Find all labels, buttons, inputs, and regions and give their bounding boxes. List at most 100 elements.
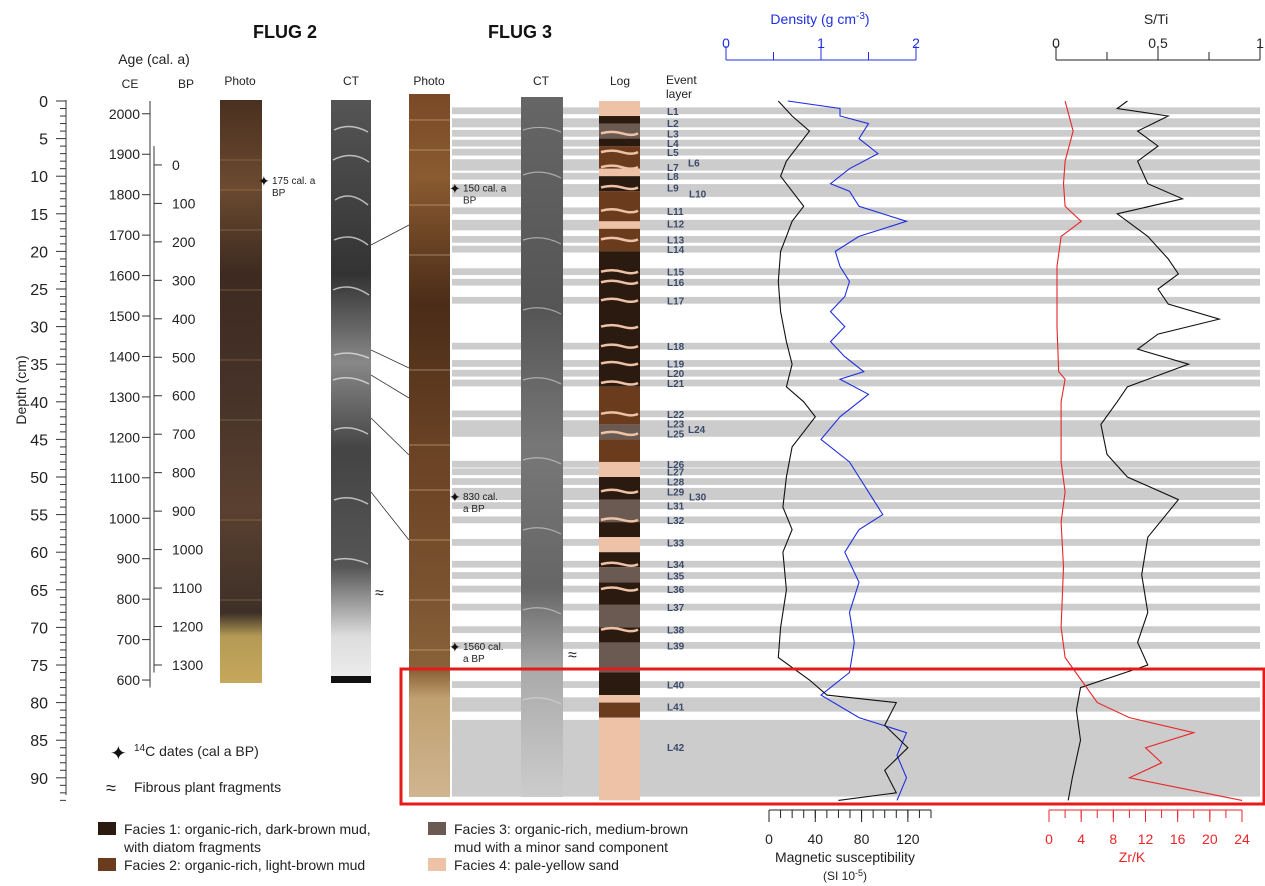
- event-band: [452, 379, 1260, 387]
- event-band: [452, 516, 1260, 524]
- event-band: [452, 159, 1260, 167]
- bp-tick-label: 1300: [172, 657, 203, 673]
- event-band: [452, 681, 1260, 688]
- depth-tick-label: 70: [30, 620, 48, 637]
- data-curves: [777, 100, 1243, 801]
- c14-star: ✦: [258, 173, 270, 189]
- c14-label-line1: 150 cal. a: [463, 183, 507, 194]
- log-segment: [599, 582, 640, 605]
- c14-star: ✦: [449, 180, 461, 196]
- zrk-axis: 0 4 8 12 16 20 24: [1045, 809, 1250, 847]
- event-layer-label: L19: [667, 359, 685, 370]
- event-layer-label: L35: [667, 572, 685, 583]
- c14-date-markers: ✦ 175 cal. aBP ✦ 150 cal. aBP✦ 830 cal.a BP✦…: [258, 173, 507, 665]
- flug2-ct: [331, 100, 371, 683]
- depth-tick-label: 90: [30, 771, 48, 788]
- bp-tick-label: 1000: [172, 542, 203, 558]
- event-band: [452, 148, 1260, 156]
- log-segment: [599, 717, 640, 801]
- facies-label: Facies 2: organic-rich, light-brown mud: [124, 857, 365, 873]
- correlation-lines: [370, 224, 410, 541]
- bp-tick-label: 0: [172, 157, 180, 173]
- event-layer-label: L17: [667, 296, 685, 307]
- depth-tick-label: 65: [30, 583, 48, 600]
- log-sand-streak: [600, 380, 639, 386]
- event-layer-label: L30: [689, 493, 707, 504]
- log-sand-streak: [600, 586, 639, 592]
- ce-tick-label: 1400: [109, 348, 140, 364]
- event-layer-label: L38: [667, 626, 685, 637]
- event-layer-label: L28: [667, 478, 685, 489]
- event-layer-label: L36: [667, 585, 685, 596]
- series-line-density: [787, 100, 909, 801]
- log-segment: [599, 672, 640, 696]
- event-band: [452, 296, 1260, 304]
- log-sand-streak: [600, 236, 639, 243]
- depth-tick-label: 20: [30, 244, 48, 261]
- log-sand-streak: [600, 130, 639, 137]
- event-band: [452, 360, 1260, 367]
- log-segment: [599, 116, 640, 124]
- ce-tick-label: 1500: [109, 308, 140, 324]
- legend: ✦ 14C dates (cal a BP) ≈ Fibrous plant f…: [98, 743, 688, 873]
- event-layer-label: L37: [667, 603, 685, 614]
- series-line-zr-k: [1056, 100, 1243, 801]
- facies-label: Facies 4: pale-yellow sand: [454, 857, 619, 873]
- axis-tick-label: 8: [1109, 831, 1117, 847]
- bp-tick-label: 800: [172, 465, 196, 481]
- bp-tick-label: 500: [172, 349, 196, 365]
- event-band: [452, 487, 1260, 495]
- lithology-log: [599, 101, 640, 801]
- event-band: [452, 626, 1260, 634]
- facies-swatch: [98, 858, 116, 871]
- axis-tick-label: 0: [1045, 831, 1053, 847]
- flug2-ct-label: CT: [343, 74, 360, 88]
- log-sand-streak: [600, 539, 639, 546]
- log-sand-streak: [600, 411, 639, 417]
- axis-tick-label: 4: [1077, 831, 1085, 847]
- bp-tick-label: 200: [172, 234, 196, 250]
- axis-tick-label: 12: [1138, 831, 1154, 847]
- density-axis-label: Density (g cm-3): [770, 11, 869, 27]
- event-band: [452, 460, 1260, 468]
- facies-swatch: [98, 822, 116, 835]
- axis-tick-label: 0: [722, 35, 730, 51]
- event-layer-label: L39: [667, 641, 685, 652]
- event-layer-label: L31: [667, 502, 685, 513]
- ce-label: CE: [122, 77, 139, 91]
- magsus-axis: 0 40 80 120: [765, 809, 932, 847]
- ce-tick-label: 900: [117, 551, 141, 567]
- axis-tick-label: 24: [1234, 831, 1250, 847]
- ce-age-axis: 2000 1900 1800 1700 1600 1500 1400 1300 1200 1100…: [109, 101, 151, 688]
- c14-label-line1: 830 cal.: [463, 492, 498, 503]
- event-band: [452, 585, 1260, 593]
- log-sand-streak: [600, 323, 639, 330]
- event-band: [452, 139, 1260, 147]
- depth-tick-label: 30: [30, 320, 48, 337]
- event-band: [452, 420, 1260, 427]
- ce-tick-label: 1000: [109, 510, 140, 526]
- event-band: [452, 410, 1260, 418]
- event-layer-label: L11: [667, 207, 684, 218]
- magsus-axis-label: Magnetic susceptibility: [775, 849, 915, 865]
- ce-tick-label: 700: [117, 632, 141, 648]
- event-band: [452, 342, 1260, 350]
- depth-tick-label: 25: [30, 282, 48, 299]
- axis-tick-label: 80: [854, 831, 870, 847]
- axis-tick-label: 0.5: [1148, 35, 1168, 51]
- bp-tick-label: 900: [172, 503, 196, 519]
- c14-label-line2: a BP: [463, 504, 485, 515]
- log-sand-streak: [600, 184, 639, 191]
- event-layer-label: L12: [667, 220, 685, 231]
- axis-tick-label: 16: [1170, 831, 1186, 847]
- flug3-photo: [409, 94, 450, 797]
- ce-tick-label: 1300: [109, 389, 140, 405]
- bp-tick-label: 600: [172, 388, 196, 404]
- event-layer-label: L27: [667, 468, 685, 479]
- c14-legend-symbol: ✦: [110, 743, 127, 765]
- fibrous-legend-symbol: ≈: [106, 778, 116, 798]
- log-segment: [599, 386, 640, 425]
- bp-tick-label: 1200: [172, 619, 203, 635]
- highlight-box: [399, 667, 1265, 806]
